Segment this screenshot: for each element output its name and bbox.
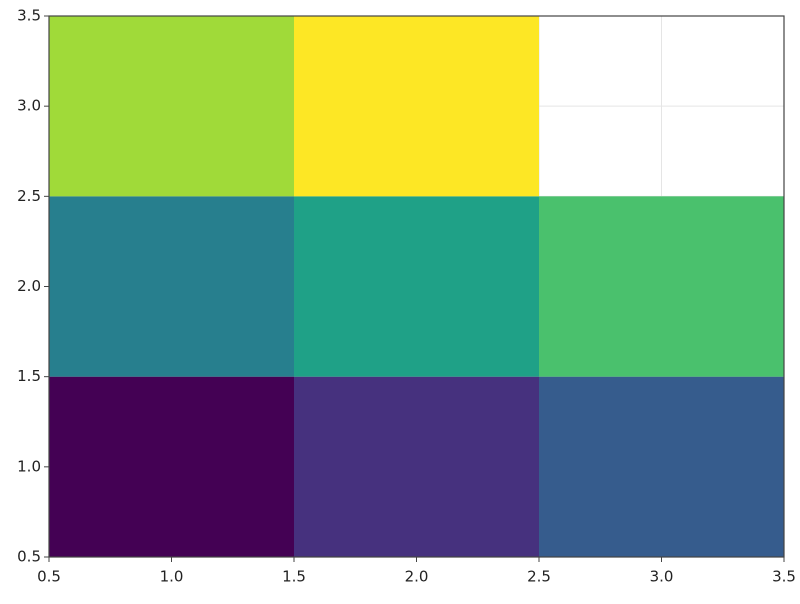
x-tick-label: 1.0 — [160, 568, 184, 586]
y-tick-label: 3.5 — [17, 7, 41, 25]
heatmap-cell — [49, 16, 294, 197]
x-tick-label: 3.5 — [772, 568, 796, 586]
y-tick-label: 1.0 — [17, 457, 41, 475]
y-tick-label: 0.5 — [17, 548, 41, 566]
y-tick-label: 1.5 — [17, 367, 41, 385]
heatmap-cell — [539, 196, 784, 377]
x-tick-label: 3.0 — [650, 568, 674, 586]
x-tick-label: 2.5 — [527, 568, 551, 586]
y-tick-label: 2.0 — [17, 277, 41, 295]
heatmap-cell — [294, 376, 539, 557]
heatmap-cell — [294, 16, 539, 197]
heatmap-cell — [49, 376, 294, 557]
heatmap-cell — [539, 376, 784, 557]
y-tick-label: 3.0 — [17, 97, 41, 115]
heatmap-cell — [294, 196, 539, 377]
x-tick-label: 2.0 — [405, 568, 429, 586]
x-tick-label: 0.5 — [37, 568, 61, 586]
heatmap-cell — [49, 196, 294, 377]
y-tick-label: 2.5 — [17, 187, 41, 205]
x-tick-label: 1.5 — [282, 568, 306, 586]
